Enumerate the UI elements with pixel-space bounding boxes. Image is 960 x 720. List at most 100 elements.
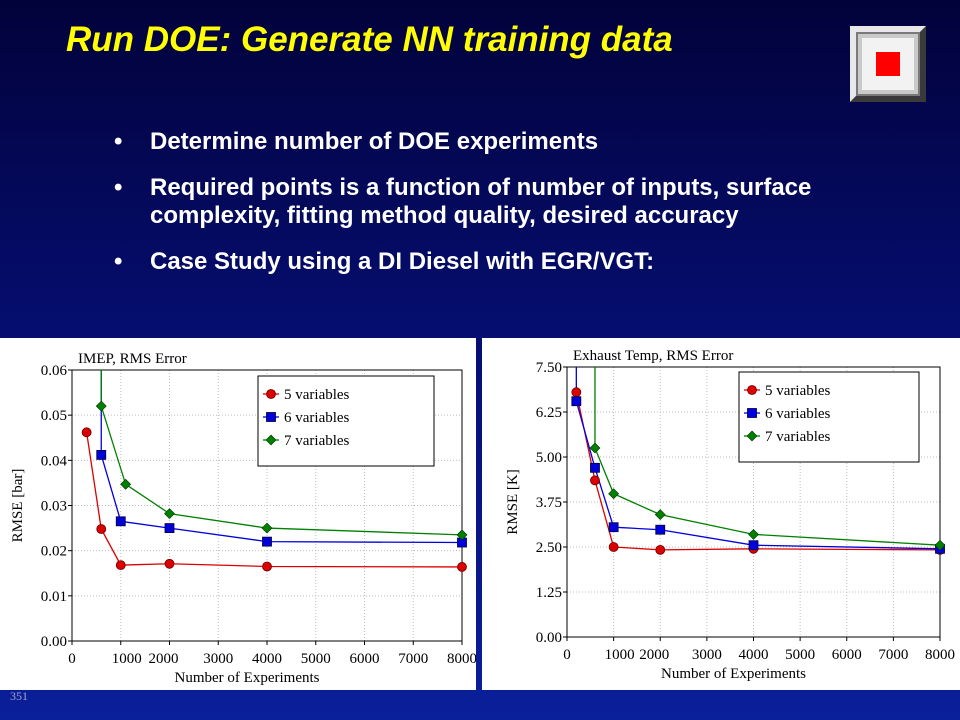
bullet-icon: •	[114, 128, 123, 155]
y-tick-label: 0.00	[41, 634, 67, 650]
bullet-text: Determine number of DOE experiments	[150, 128, 599, 155]
series-line-7-variables	[100, 370, 462, 536]
data-point	[608, 488, 620, 500]
data-point	[571, 387, 582, 398]
page-number: 351	[10, 689, 28, 703]
legend-label: 7 variables	[284, 433, 350, 449]
legend-label: 6 variables	[765, 406, 831, 422]
series-markers	[81, 400, 468, 572]
x-tick-label: 3000	[203, 651, 233, 667]
bullet-icon: •	[114, 174, 123, 201]
y-axis-label: RMSE [bar]	[10, 469, 26, 543]
bullet-item: • Required points is a function of number…	[112, 174, 852, 230]
data-point	[120, 478, 132, 490]
x-tick-label: 8000	[447, 651, 476, 667]
legend-marker	[266, 412, 276, 422]
red-square	[876, 52, 900, 76]
series-markers	[571, 387, 946, 555]
x-tick-label: 1000	[605, 647, 635, 663]
bullet-list: • Determine number of DOE experiments • Re…	[112, 128, 852, 294]
bullet-item: • Case Study using a DI Diesel with EGR/V…	[112, 248, 852, 276]
imep-rmse-chart: 0 1000 2000 3000 4000 5000 6000 7000 8000 0.00 0.0…	[10, 351, 476, 686]
legend-label: 5 variables	[765, 383, 831, 399]
exhaust-temp-chart-panel: 0 1000 2000 3000 4000 5000 6000 7000 8000 0.00 1.2…	[482, 338, 960, 690]
y-tick-label: 6.25	[536, 405, 562, 421]
x-tick-label: 5000	[785, 647, 815, 663]
bullet-text: Required points is a function of number …	[150, 174, 812, 229]
x-tick-label: 4000	[739, 647, 769, 663]
x-tick-label: 8000	[925, 647, 955, 663]
legend-marker	[746, 430, 758, 442]
y-tick-label: 0.05	[41, 408, 67, 424]
legend-label: 6 variables	[284, 410, 350, 426]
bullet-icon: •	[114, 248, 123, 275]
data-point	[164, 508, 175, 520]
legend-marker	[265, 434, 277, 446]
chart-title: IMEP, RMS Error	[78, 351, 187, 367]
exhaust-temp-rmse-chart: 0 1000 2000 3000 4000 5000 6000 7000 8000 0.00 1.2…	[505, 348, 955, 682]
x-tick-label: 5000	[301, 651, 331, 667]
data-point	[95, 400, 107, 412]
data-point	[96, 524, 107, 534]
data-point	[571, 396, 582, 407]
imep-chart-panel: 0 1000 2000 3000 4000 5000 6000 7000 8000 0.00 0.0…	[0, 338, 476, 690]
y-axis-label: RMSE [K]	[505, 469, 521, 534]
series-line-7-variables	[594, 367, 940, 546]
y-tick-label: 0.03	[41, 499, 67, 515]
stop-square-icon	[850, 26, 926, 102]
y-tick-label: 0.04	[41, 453, 68, 469]
chart-title: Exhaust Temp, RMS Error	[573, 348, 733, 364]
data-point	[115, 560, 126, 571]
y-tick-label: 5.00	[536, 450, 562, 466]
y-tick-label: 0.00	[536, 630, 562, 646]
y-tick-label: 7.50	[536, 360, 562, 376]
x-tick-label: 2000	[149, 651, 179, 667]
legend-label: 5 variables	[284, 387, 350, 403]
legend-box	[257, 375, 435, 467]
x-tick-label: 4000	[252, 651, 282, 667]
bullet-item: • Determine number of DOE experiments	[112, 128, 852, 156]
data-point	[608, 522, 619, 533]
data-point	[164, 558, 175, 569]
data-point	[590, 475, 600, 486]
y-tick-label: 2.50	[536, 540, 562, 556]
legend-box	[738, 371, 920, 463]
legend-marker	[266, 389, 276, 399]
data-point	[655, 524, 666, 535]
x-axis-label: Number of Experiments	[661, 666, 806, 682]
y-tick-label: 0.06	[41, 363, 68, 379]
data-point	[456, 529, 468, 541]
data-point	[748, 528, 759, 540]
x-tick-label: 1000	[112, 651, 142, 667]
y-tick-label: 0.01	[41, 589, 67, 605]
slide-title: Run DOE: Generate NN training data	[66, 20, 673, 59]
data-point	[164, 523, 175, 533]
x-tick-label: 6000	[350, 651, 380, 667]
data-point	[654, 509, 666, 521]
data-point	[115, 516, 126, 527]
x-tick-label: 7000	[878, 647, 908, 663]
x-tick-label: 6000	[832, 647, 862, 663]
x-axis-label: Number of Experiments	[175, 670, 320, 686]
x-tick-label: 3000	[692, 647, 722, 663]
data-point	[96, 450, 107, 460]
data-point	[262, 536, 272, 547]
series-line-6-variables	[100, 370, 462, 544]
data-point	[655, 544, 666, 555]
legend: 5 variables 6 variables 7 variables	[257, 375, 435, 467]
data-point	[261, 522, 273, 534]
y-tick-label: 3.75	[536, 495, 562, 511]
data-point	[608, 542, 619, 552]
legend: 5 variables 6 variables 7 variables	[738, 371, 920, 463]
y-tick-label: 1.25	[536, 585, 562, 601]
bullet-text: Case Study using a DI Diesel with EGR/VG…	[150, 248, 655, 275]
data-point	[589, 442, 601, 454]
data-point	[81, 427, 92, 438]
data-point	[457, 562, 467, 572]
legend-marker	[747, 385, 757, 395]
data-point	[590, 462, 600, 473]
legend-label: 7 variables	[765, 429, 831, 445]
data-point	[262, 561, 272, 572]
x-tick-label: 0	[563, 647, 571, 663]
data-point	[934, 539, 946, 551]
